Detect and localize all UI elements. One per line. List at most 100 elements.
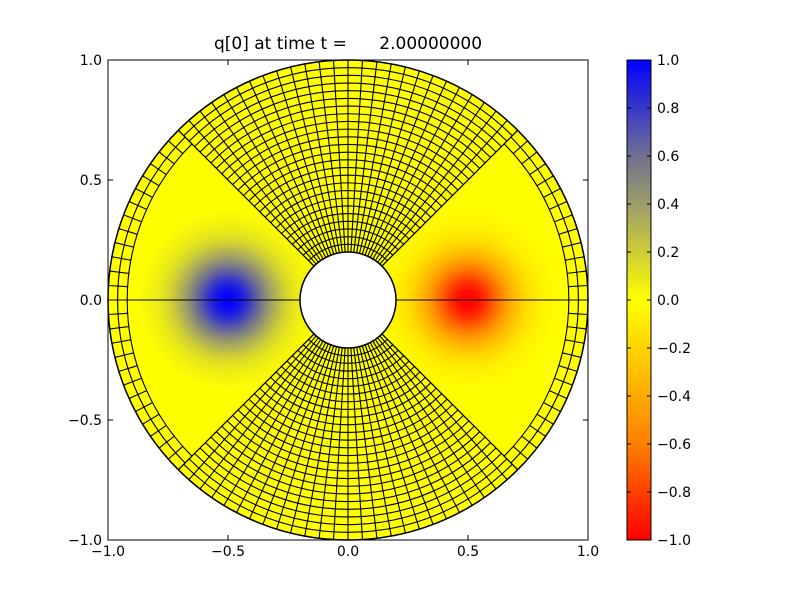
y-tick-label: 0.0 <box>80 293 102 309</box>
colorbar: 1.0 0.8 0.6 0.4 0.2 0.0 −0.2 −0.4 −0.6 −0.8 −1.0 <box>626 53 691 549</box>
mesh-radial-line <box>358 66 406 254</box>
mesh-ring-arc <box>253 393 443 434</box>
mesh-ring-arc <box>264 382 432 418</box>
mesh-ring-arc <box>281 366 415 395</box>
colorbar-tick-label: 0.2 <box>657 245 679 261</box>
y-tick-label: −1.0 <box>68 533 102 549</box>
mesh-radial-line <box>248 343 329 520</box>
mesh-sector-edge <box>381 333 519 471</box>
mesh-radial-line <box>364 75 434 256</box>
mesh-ring-arc <box>183 463 513 533</box>
mesh-radial-line <box>356 347 392 537</box>
mesh-radial-line <box>361 70 420 255</box>
mesh-radial-line <box>318 347 343 539</box>
mesh-radial-line <box>211 102 322 261</box>
mesh-ring-arc <box>286 213 410 240</box>
mesh-ring-arc <box>259 387 437 426</box>
mesh-ring-arc <box>232 136 464 185</box>
mesh-ring-arc <box>226 128 470 180</box>
mesh-ring-arc <box>253 166 443 207</box>
mesh-radial-line <box>356 63 392 253</box>
mesh-ring-arc <box>259 174 437 213</box>
mesh-radial-line <box>367 80 448 257</box>
inner-boundary <box>299 251 397 349</box>
colorbar-tick-label: −0.2 <box>657 341 691 357</box>
colorbar-tick-label: −1.0 <box>657 533 691 549</box>
colorbar-tick-label: 0.4 <box>657 197 679 213</box>
mesh-radial-line <box>276 345 335 530</box>
mesh-ring-arc <box>237 409 459 457</box>
mesh-ring-arc <box>188 74 508 142</box>
mesh-radial-line <box>262 344 332 525</box>
chart-title: q[0] at time t = 2.00000000 <box>214 34 482 54</box>
y-tick-label: 0.5 <box>80 173 102 189</box>
mesh-ring-arc <box>194 453 502 518</box>
mesh-radial-line <box>262 75 332 256</box>
mesh-ring-arc <box>237 143 459 191</box>
mesh-radial-line <box>350 60 364 253</box>
mesh-radial-line <box>199 337 319 490</box>
mesh-radial-line <box>353 61 378 253</box>
colorbar-tick-label: 0.6 <box>657 149 679 165</box>
x-tick-label: −0.5 <box>211 544 245 560</box>
mesh-radial-line <box>369 87 461 258</box>
mesh-ring-arc <box>286 360 410 387</box>
mesh-ring-arc <box>205 97 491 158</box>
mesh-ring-arc <box>297 228 399 251</box>
mesh-ring-arc <box>183 67 513 137</box>
mesh-ring-arc <box>302 236 394 256</box>
mesh-radial-line <box>332 60 346 253</box>
mesh-radial-line <box>211 339 322 498</box>
mesh-ring-arc <box>281 205 415 234</box>
mesh-ring-arc <box>270 190 426 224</box>
mesh-radial-line <box>235 87 327 258</box>
mesh-radial-line <box>377 337 497 490</box>
x-tick-label: 1.0 <box>577 544 599 560</box>
mesh-ring-arc <box>188 458 508 526</box>
mesh-radial-line <box>332 347 346 540</box>
mesh-radial-line <box>369 342 461 513</box>
mesh-radial-line <box>188 335 317 481</box>
mesh-ring-arc <box>221 120 475 175</box>
mesh-ring-arc <box>291 355 405 380</box>
mesh-radial-line <box>318 61 343 253</box>
mesh-radial-line <box>364 344 434 525</box>
mesh-ring-arc <box>199 90 497 153</box>
mesh-sector-edge <box>381 129 519 267</box>
mesh-radial-line <box>361 345 420 530</box>
x-tick-label: −1.0 <box>91 544 125 560</box>
mesh-radial-line <box>304 347 340 537</box>
mesh-radial-line <box>199 110 319 263</box>
mesh-radial-line <box>304 63 340 253</box>
mesh-ring-arc <box>275 197 421 229</box>
mesh-radial-line <box>276 70 335 255</box>
mesh-radial-line <box>379 335 508 481</box>
mesh-ring-arc <box>302 344 394 364</box>
mesh-radial-line <box>372 340 473 506</box>
mesh-radial-line <box>188 119 317 265</box>
mesh-sector-edge <box>177 129 315 267</box>
mesh-ring-arc <box>215 113 481 169</box>
mesh-radial-line <box>223 94 324 260</box>
mesh-ring-arc <box>226 420 470 472</box>
mesh-ring-arc <box>199 447 497 510</box>
y-axis-ticks: −1.0 −0.5 0.0 0.5 1.0 <box>68 53 588 549</box>
mesh-radial-line <box>223 340 324 506</box>
mesh-ring-arc <box>270 376 426 410</box>
mesh-sector-edge <box>177 333 315 471</box>
y-tick-label: −0.5 <box>68 413 102 429</box>
mesh-radial-line <box>290 66 338 254</box>
mesh-ring-arc <box>291 220 405 245</box>
mesh-radial-line <box>374 102 485 261</box>
mesh-ring-arc <box>308 243 388 262</box>
mesh-ring-arc <box>243 404 453 449</box>
mesh-ring-arc <box>248 398 448 441</box>
mesh-ring-arc <box>221 425 475 480</box>
mesh-ring-arc <box>275 371 421 403</box>
mesh-radial-line <box>290 346 338 534</box>
colorbar-tick-label: −0.8 <box>657 485 691 501</box>
y-tick-label: 1.0 <box>80 53 102 69</box>
mesh-radial-line <box>377 110 497 263</box>
mesh-ring-arc <box>232 415 464 464</box>
mesh-ring-arc <box>215 431 481 487</box>
